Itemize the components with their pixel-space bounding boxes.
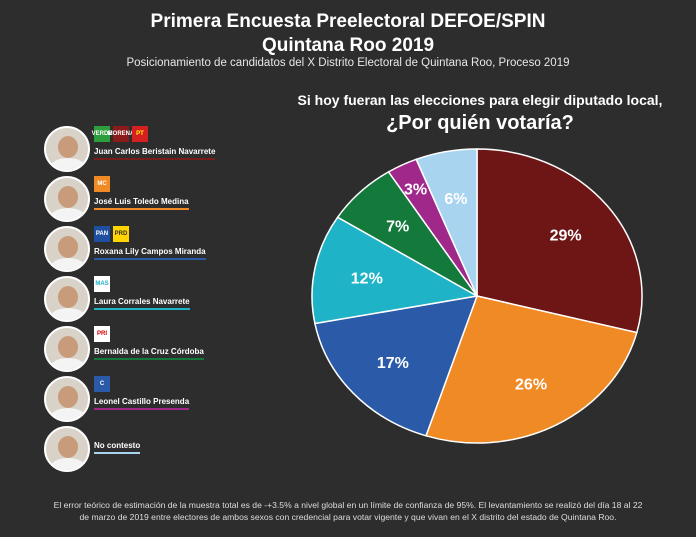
party-logos: PRI [94, 326, 110, 342]
party-logos: MAS [94, 276, 110, 292]
party-logo: PT [132, 126, 148, 142]
pie-slice [476, 148, 643, 334]
party-logo: VERDE [92, 126, 112, 142]
avatar [44, 426, 90, 472]
title-line2: Quintana Roo 2019 [261, 35, 435, 56]
party-logo: PRI [94, 326, 110, 342]
party-logo: C [94, 376, 110, 392]
candidate-name: José Luis Toledo Medina [94, 197, 189, 210]
slice-label: 7% [386, 218, 409, 235]
avatar [44, 326, 90, 372]
title-line1: Primera Encuesta Preelectoral DEFOE/SPIN [150, 11, 546, 32]
candidate-name: Leonel Castillo Presenda [94, 397, 190, 410]
question-line2: ¿Por quién votaría? [386, 112, 574, 134]
party-logo: MC [94, 176, 110, 192]
candidate-name: Bernalda de la Cruz Córdoba [94, 347, 204, 360]
candidate-item: VERDE MORENA PT Juan Carlos Beristain Navar… [44, 126, 274, 172]
avatar [44, 176, 90, 222]
candidate-item: MAS Laura Corrales Navarrete [44, 276, 274, 322]
party-logos: MC [94, 176, 110, 192]
candidate-name: Laura Corrales Navarrete [94, 297, 190, 310]
party-logo: MAS [94, 276, 110, 292]
party-logos: VERDE MORENA PT [92, 126, 148, 142]
candidate-item: No contesto [44, 426, 274, 472]
slice-label: 29% [550, 228, 582, 245]
question-line1: Si hoy fueran las elecciones para elegir… [297, 92, 663, 108]
avatar [44, 226, 90, 272]
party-logo: PAN [94, 226, 110, 242]
avatar [44, 126, 90, 172]
candidate-item: MC José Luis Toledo Medina [44, 176, 274, 222]
candidate-name: No contesto [94, 441, 141, 454]
party-logos: PAN PRD [94, 226, 129, 242]
pie-slice [311, 216, 480, 325]
slice-label: 3% [404, 182, 427, 199]
footer-line2: de marzo de 2019 entre electores de ambo… [79, 512, 617, 522]
slice-label: 26% [515, 377, 547, 394]
avatar [44, 276, 90, 322]
avatar [44, 376, 90, 422]
candidate-item: PRI Bernalda de la Cruz Córdoba [44, 326, 274, 372]
candidate-item: C Leonel Castillo Presenda [44, 376, 274, 422]
subtitle: Posicionamiento de candidatos del X Dist… [126, 57, 570, 69]
slice-label: 17% [377, 355, 409, 372]
title: Primera Encuesta Preelectoral DEFOE/SPIN… [0, 10, 696, 58]
candidate-name: Roxana Lily Campos Miranda [94, 247, 206, 260]
party-logos: C [94, 376, 110, 392]
footer-line1: El error teórico de estimación de la mue… [53, 500, 643, 510]
footer-note: El error teórico de estimación de la mue… [0, 499, 696, 523]
pie-slice [314, 295, 479, 437]
slice-label: 12% [351, 270, 383, 287]
candidate-name: Juan Carlos Beristain Navarrete [94, 147, 216, 160]
slice-label: 6% [444, 191, 467, 208]
party-logo: MORENA [108, 126, 134, 142]
candidate-item: PAN PRD Roxana Lily Campos Miranda [44, 226, 274, 272]
pie-slice [415, 148, 478, 297]
party-logo: PRD [113, 226, 129, 242]
pie-slice [425, 295, 638, 444]
